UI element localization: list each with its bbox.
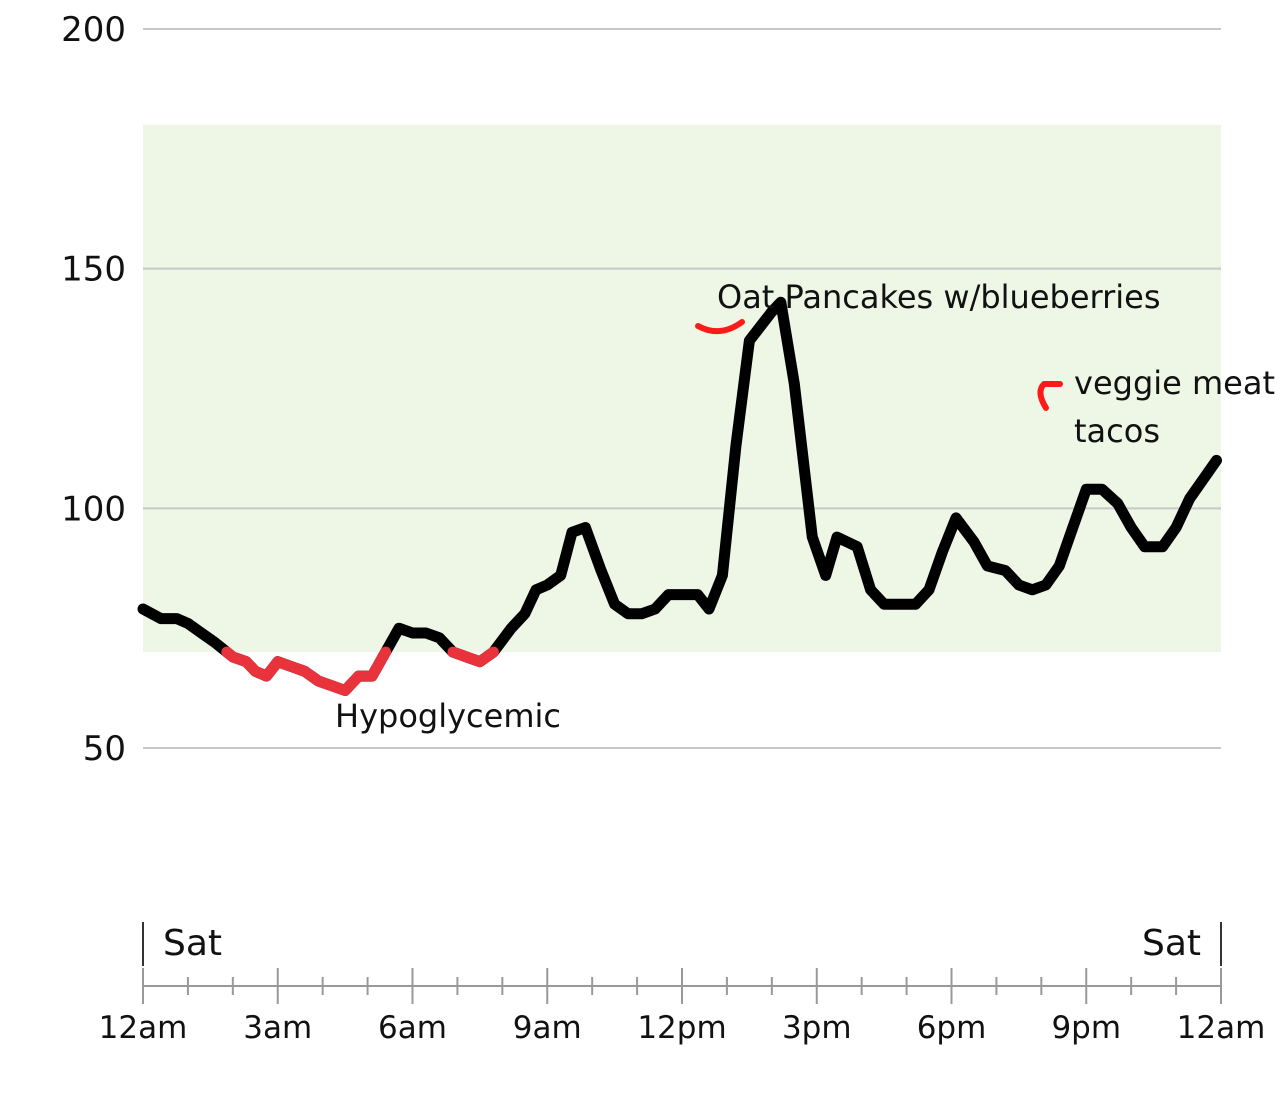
- day-label: Sat: [1142, 923, 1201, 964]
- low-glucose-segment: [221, 646, 392, 696]
- y-tick-label: 200: [61, 10, 126, 50]
- annotation-tacos: tacos: [1074, 412, 1160, 450]
- low-glucose-segment: [447, 646, 499, 668]
- x-tick-label: 3am: [243, 1010, 312, 1046]
- annotation-marks: [695, 319, 1063, 411]
- annotation-mark: [695, 319, 745, 335]
- y-tick-label: 100: [61, 489, 126, 529]
- x-tick-label: 12am: [1177, 1010, 1266, 1046]
- day-label: Sat: [163, 923, 222, 964]
- annotation-hypoglycemic: Hypoglycemic: [335, 697, 561, 735]
- y-tick-labels: 50 100 150 200: [61, 10, 126, 769]
- x-tick-label: 6am: [378, 1010, 447, 1046]
- x-tick-label: 9pm: [1051, 1010, 1121, 1046]
- annotation-mark: [1037, 381, 1063, 411]
- y-tick-label: 50: [83, 729, 126, 769]
- annotation-oat-pancakes: Oat Pancakes w/blueberries: [717, 278, 1161, 316]
- x-tick-label: 6pm: [917, 1010, 987, 1046]
- x-axis: 12am 3am 6am 9am 12pm 3pm 6pm 9pm 12am: [99, 968, 1266, 1046]
- x-tick-label: 3pm: [782, 1010, 852, 1046]
- x-tick-label: 12am: [99, 1010, 188, 1046]
- y-tick-label: 150: [61, 250, 126, 290]
- x-tick-label: 12pm: [637, 1010, 726, 1046]
- x-tick-label: 9am: [513, 1010, 582, 1046]
- y-gridlines: [143, 28, 1221, 749]
- day-labels: Sat Sat: [142, 922, 1222, 966]
- glucose-series: [137, 296, 1222, 696]
- annotation-veggie-meat: veggie meat: [1074, 364, 1275, 402]
